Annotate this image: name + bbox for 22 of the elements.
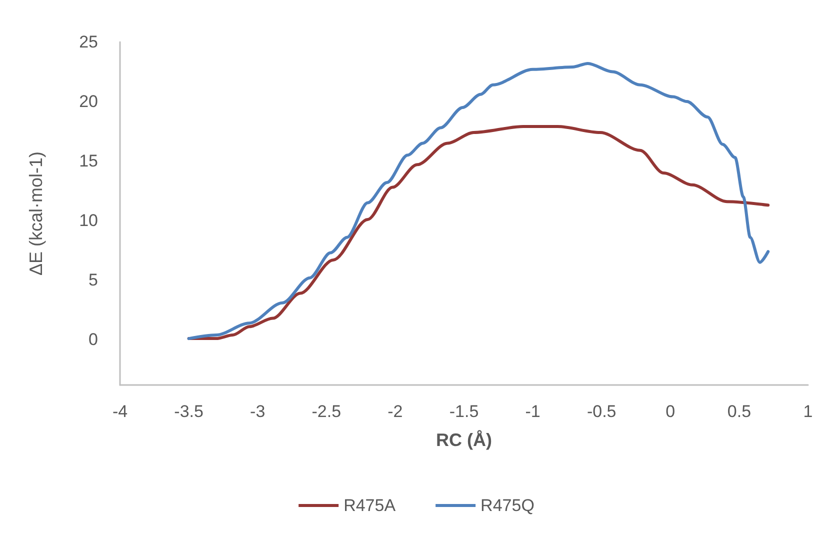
x-axis-title: RC (Å) <box>436 430 492 450</box>
y-tick-label: 25 <box>79 32 98 52</box>
x-tick-label: 0 <box>666 402 676 421</box>
y-tick-label: 20 <box>79 92 98 112</box>
x-tick-label: -4 <box>112 402 128 421</box>
y-tick-label: 10 <box>79 211 98 230</box>
x-tick-label: 0.5 <box>727 402 752 421</box>
x-tick-label: -3.5 <box>174 402 204 421</box>
x-tick-label: -1 <box>525 402 540 421</box>
y-axis-title: ΔE (kcal·mol-1) <box>26 151 46 276</box>
y-tick-label: 5 <box>88 270 98 290</box>
x-tick-label: -1.5 <box>449 402 479 421</box>
x-tick-label: -0.5 <box>586 402 616 421</box>
legend-label: R475A <box>344 496 396 515</box>
x-tick-label: 1 <box>803 402 813 421</box>
y-tick-label: 15 <box>79 152 98 171</box>
x-tick-label: -3 <box>250 402 266 421</box>
legend-label: R475Q <box>480 496 534 515</box>
x-tick-label: -2.5 <box>312 402 342 421</box>
y-tick-label: 0 <box>88 330 98 350</box>
line-series <box>187 62 770 340</box>
x-tick-label: -2 <box>388 402 403 421</box>
